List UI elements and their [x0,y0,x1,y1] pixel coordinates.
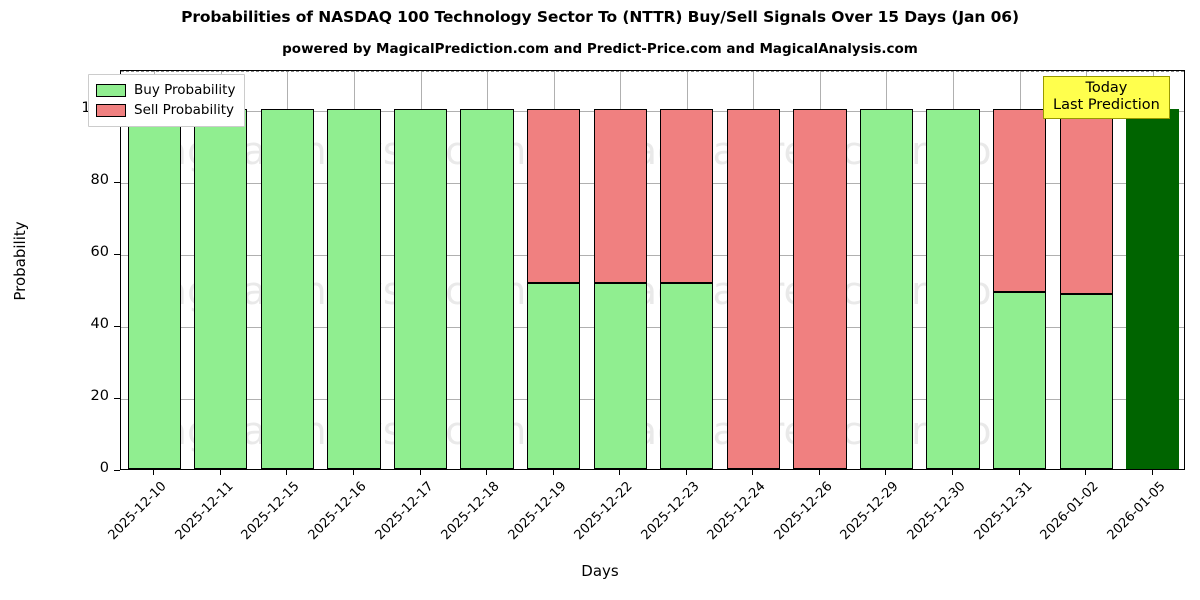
x-tick-mark [1151,470,1153,475]
bar-2025-12-22[interactable] [593,71,647,469]
y-tick-label: 40 [90,315,109,332]
threshold-line [121,71,1184,72]
x-tick-mark [419,470,421,475]
gridline-horizontal [121,326,1184,328]
x-axis-label: Days [581,562,619,580]
gridline-horizontal [121,254,1184,256]
bar-segment-sell [593,108,647,284]
bar-segment-today [1126,108,1180,469]
bar-2025-12-17[interactable] [393,71,448,469]
bar-2025-12-11[interactable] [194,71,248,469]
legend-label-buy: Buy Probability [134,82,236,98]
x-tick-mark [685,470,687,475]
bar-segment-buy [1059,294,1113,469]
bar-segment-buy [260,108,315,469]
bar-segment-sell [793,108,847,469]
bar-2025-12-18[interactable] [460,71,514,469]
x-tick-mark [286,470,288,475]
bar-segment-buy [194,108,248,469]
x-tick-mark [885,470,887,475]
bar-2025-12-15[interactable] [260,71,315,469]
bar-segment-buy [460,108,514,469]
bar-segment-buy [992,292,1047,469]
bar-2025-12-10[interactable] [127,71,181,469]
bar-2026-01-02[interactable] [1059,71,1113,469]
bar-segment-buy [926,108,980,469]
bar-2025-12-26[interactable] [793,71,847,469]
y-tick-label: 60 [90,243,109,260]
bar-segment-sell [1059,108,1113,295]
x-tick-mark [486,470,488,475]
y-tick-label: 0 [99,460,109,476]
bar-2025-12-24[interactable] [726,71,780,469]
legend-item-sell: Sell Probability [96,100,235,120]
bar-2025-12-16[interactable] [327,71,381,469]
x-tick-mark [552,470,554,475]
legend-item-buy: Buy Probability [96,80,235,100]
x-tick-mark [952,470,954,475]
today-callout-line1: Today [1085,80,1128,96]
x-tick-mark [818,470,820,475]
y-tick-mark [114,181,120,183]
legend-swatch-buy [96,83,126,97]
bar-2025-12-19[interactable] [527,71,581,469]
bar-2025-12-23[interactable] [660,71,714,469]
x-tick-mark [219,470,221,475]
bar-segment-sell [660,108,714,284]
bar-segment-buy [127,108,181,469]
legend-label-sell: Sell Probability [134,102,235,118]
y-tick-mark [114,470,120,471]
gridline-horizontal [121,398,1184,400]
legend-swatch-sell [96,103,126,117]
bar-segment-buy [527,283,581,469]
plot-inner: MagicalAnalysis.comMagicalPrediction.com… [121,71,1184,469]
bar-segment-sell [992,108,1047,293]
bar-2025-12-29[interactable] [859,71,914,469]
gridline-horizontal [121,182,1184,184]
y-axis-label: Probability [11,221,29,301]
bar-2026-01-05[interactable] [1126,71,1180,469]
x-tick-mark [352,470,354,475]
chart-legend: Buy Probability Sell Probability [88,74,246,127]
bar-segment-buy [327,108,381,469]
y-tick-label: 20 [90,387,109,404]
y-tick-mark [114,253,120,255]
x-tick-mark [153,470,155,475]
x-tick-mark [619,470,621,475]
y-tick-mark [114,397,120,399]
bar-segment-sell [527,108,581,284]
today-callout: Today Last Prediction [1043,76,1170,120]
bar-2025-12-30[interactable] [926,71,980,469]
plot-area: MagicalAnalysis.comMagicalPrediction.com… [120,70,1185,470]
bar-2025-12-31[interactable] [992,71,1047,469]
x-tick-mark [1018,470,1020,475]
y-tick-mark [114,325,120,327]
y-tick-label: 80 [90,171,109,188]
bar-segment-buy [859,108,914,469]
bar-segment-buy [660,283,714,469]
today-callout-line2: Last Prediction [1053,97,1160,114]
gridline-horizontal [121,110,1184,112]
bar-segment-sell [726,108,780,469]
bar-segment-buy [593,283,647,469]
x-tick-mark [752,470,754,475]
chart-subtitle: powered by MagicalPrediction.com and Pre… [282,41,918,57]
chart-title: Probabilities of NASDAQ 100 Technology S… [181,8,1019,26]
bar-segment-buy [393,108,448,469]
x-tick-mark [1085,470,1087,475]
